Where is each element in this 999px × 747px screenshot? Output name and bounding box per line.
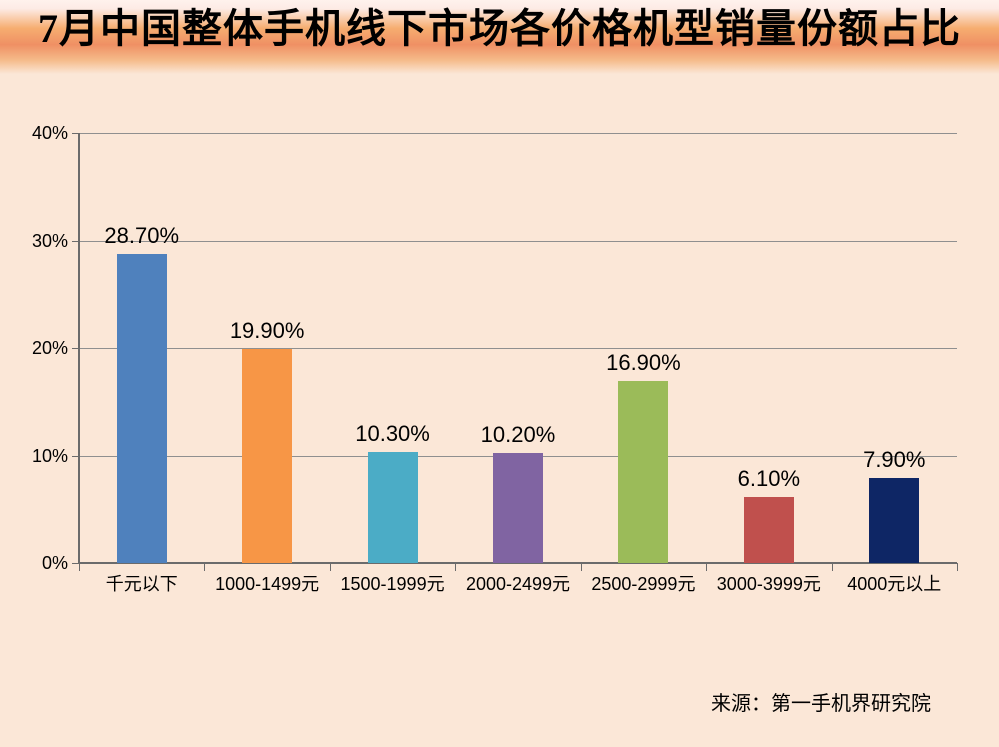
y-axis-line (78, 133, 80, 563)
y-axis-tick (72, 133, 79, 134)
chart-title: 7月中国整体手机线下市场各价格机型销量份额占比 (38, 6, 961, 51)
x-axis-line (78, 562, 957, 564)
y-tick-label: 10% (31, 445, 68, 466)
gridline (79, 240, 957, 242)
y-tick-label: 0% (41, 553, 68, 573)
bar (618, 381, 669, 563)
y-tick-label: 20% (31, 338, 68, 358)
x-axis-tick (204, 563, 206, 571)
x-category-label: 1500-1999元 (340, 574, 445, 594)
x-category-label: 2500-2999元 (591, 574, 696, 594)
x-category-label: 3000-3999元 (716, 574, 821, 594)
y-tick-label: 30% (31, 230, 68, 251)
bar (869, 478, 920, 563)
x-category-label: 千元以下 (105, 574, 178, 594)
bar-value-label: 10.20% (480, 422, 556, 448)
bar-value-label: 7.90% (863, 447, 926, 473)
x-axis-tick (957, 563, 958, 571)
bar (493, 453, 543, 563)
x-category-label: 1000-1499元 (215, 574, 320, 594)
bar (242, 349, 293, 563)
title-banner: 7月中国整体手机线下市场各价格机型销量份额占比 (0, 0, 999, 86)
x-category-label: 2000-2499元 (465, 574, 571, 594)
gridline (79, 348, 957, 349)
x-axis-tick (329, 563, 331, 571)
x-axis-tick (580, 563, 582, 571)
bar (743, 497, 794, 563)
bar (116, 254, 167, 563)
x-axis-tick (79, 563, 80, 571)
y-axis-tick (72, 348, 79, 349)
bar-value-label: 6.10% (737, 466, 801, 492)
x-category-label: 4000元以上 (847, 574, 942, 594)
bar (367, 452, 418, 563)
y-axis-tick (72, 563, 79, 564)
bar-value-label: 10.30% (355, 421, 430, 447)
y-tick-label: 40% (31, 123, 68, 143)
y-axis-tick (72, 455, 79, 457)
x-axis-tick (455, 563, 457, 571)
source-caption: 来源：第一手机界研究院 (711, 693, 931, 715)
bar-value-label: 19.90% (229, 318, 305, 344)
y-axis-tick (72, 240, 79, 242)
bar-value-label: 16.90% (606, 350, 681, 376)
bar-value-label: 28.70% (104, 223, 180, 249)
gridline (79, 133, 957, 134)
x-axis-tick (831, 563, 833, 571)
x-axis-tick (706, 563, 708, 571)
